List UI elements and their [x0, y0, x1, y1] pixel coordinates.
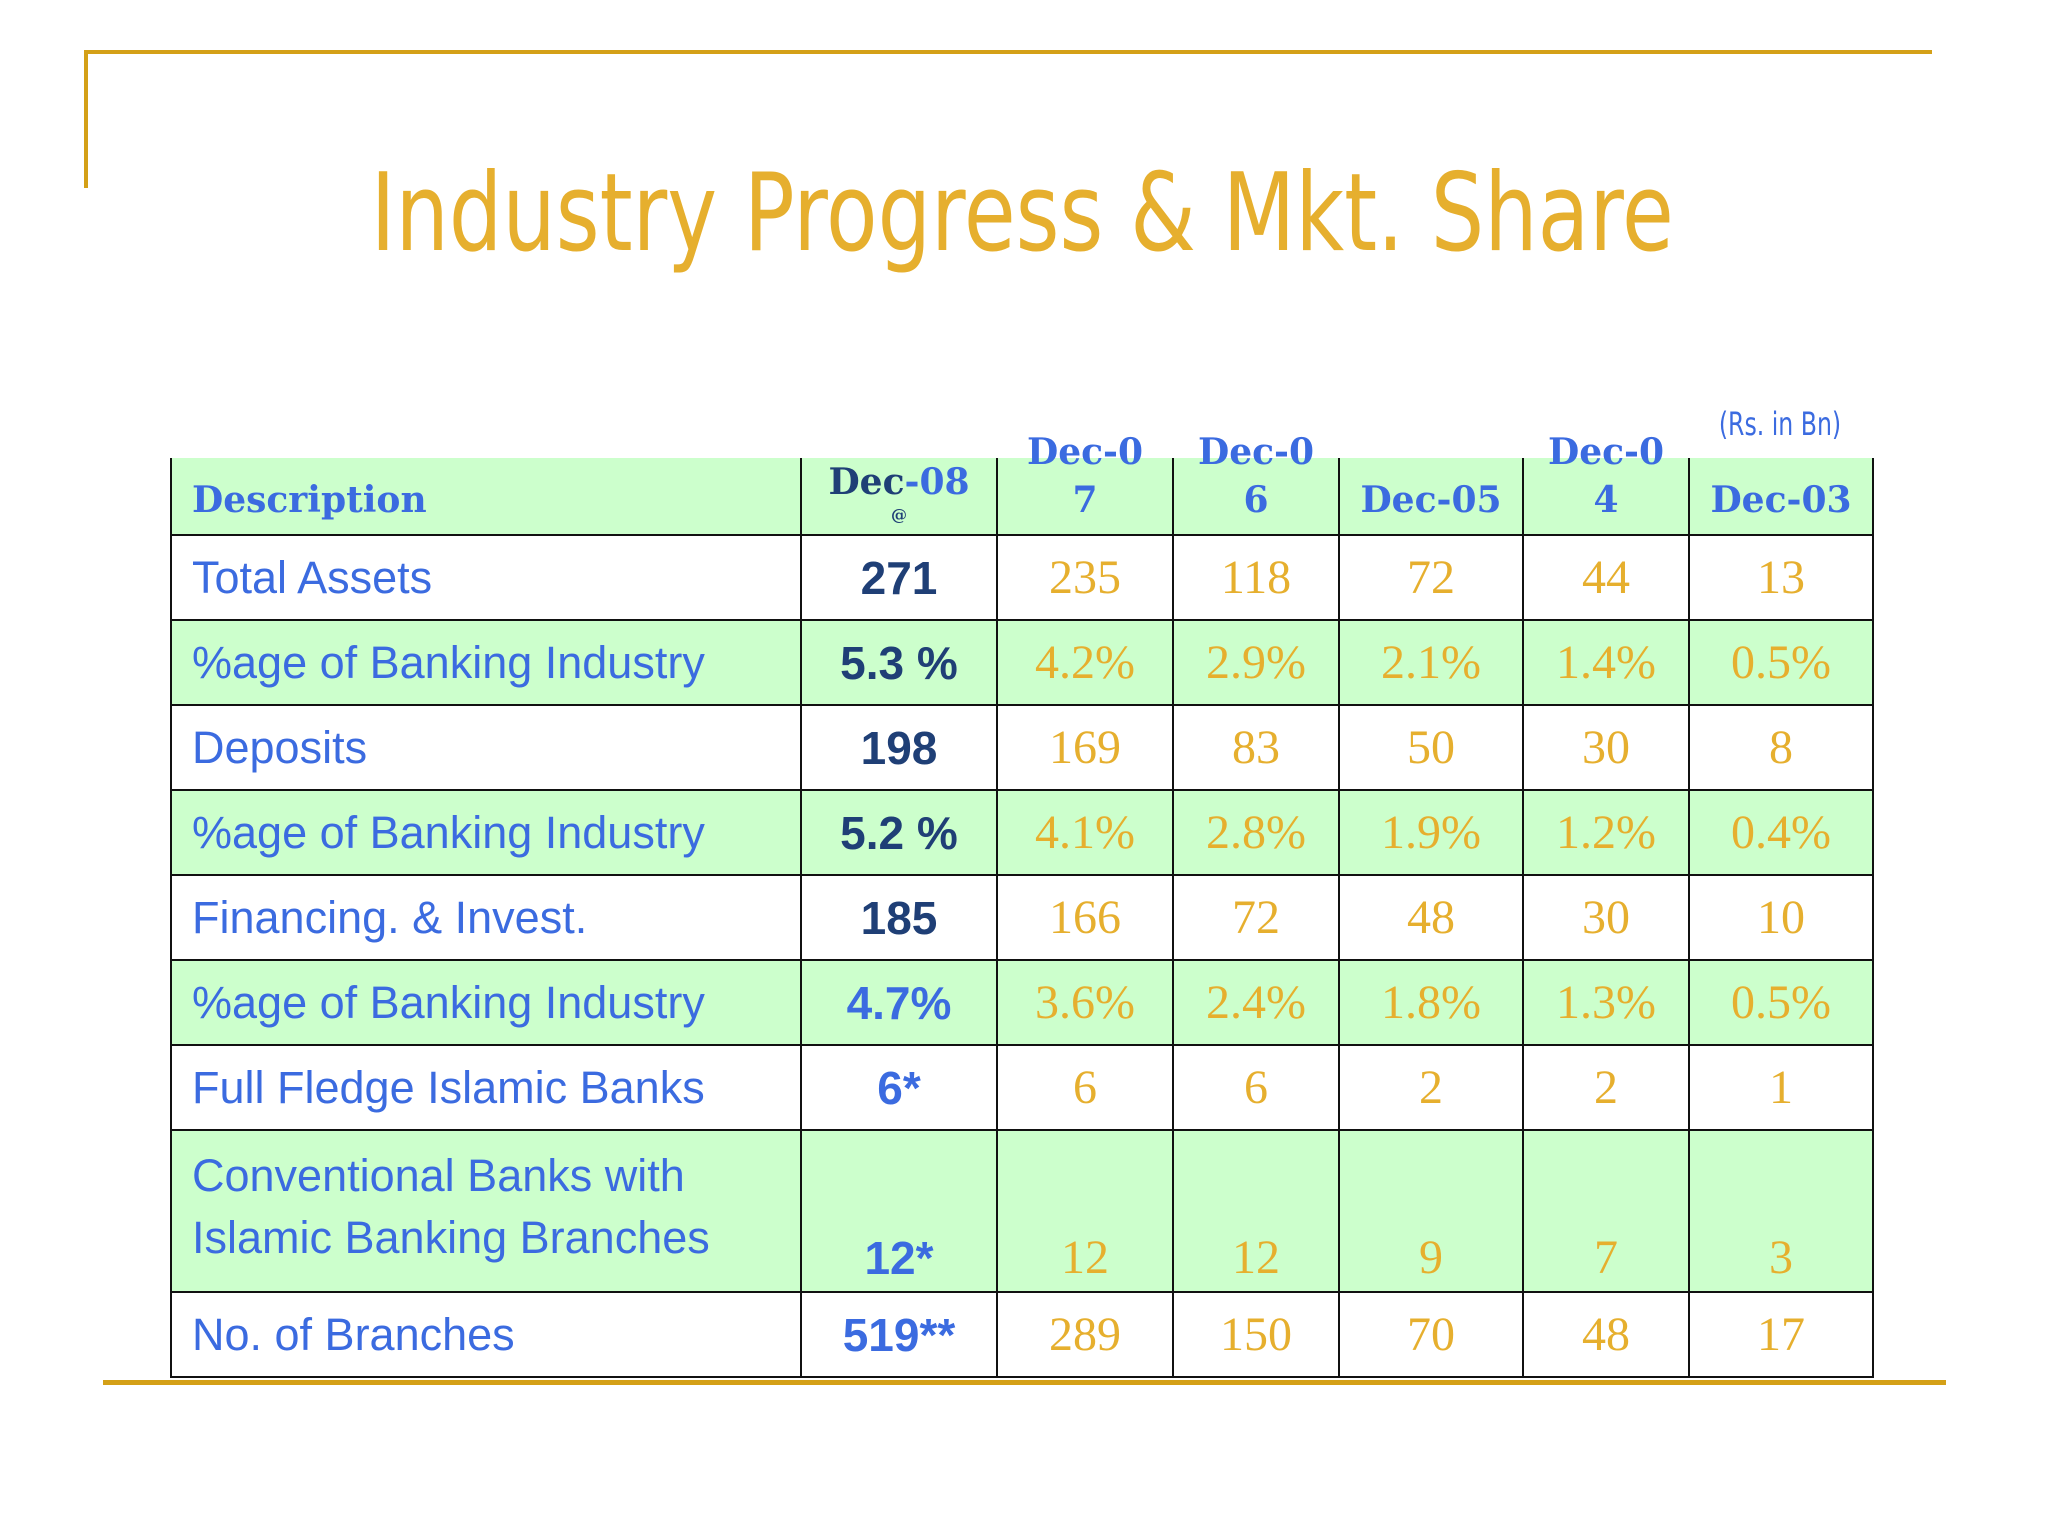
- header-dec-04: Dec-0 4: [1522, 431, 1690, 536]
- row-label: %age of Banking Industry: [170, 959, 802, 1046]
- row-label: Deposits: [170, 704, 802, 791]
- cell-dec-06: 2.9%: [1172, 619, 1340, 706]
- table-row-financing: Financing. & Invest. 185 166 72 48 30 10: [170, 874, 1874, 961]
- cell-dec-04: 30: [1522, 704, 1690, 791]
- cell-dec-06: 2.8%: [1172, 789, 1340, 876]
- cell-dec-04: 1.2%: [1522, 789, 1690, 876]
- cell-dec-06: 83: [1172, 704, 1340, 791]
- header-dec-04-line1: Dec-0: [1547, 431, 1665, 473]
- cell-dec-07: 4.2%: [996, 619, 1174, 706]
- left-rule: [84, 50, 88, 188]
- cell-dec-05: 70: [1338, 1291, 1524, 1378]
- header-dec-07-line2: 7: [1072, 479, 1098, 521]
- cell-dec-03: 17: [1688, 1291, 1874, 1378]
- header-dec-05: Dec-05: [1338, 458, 1524, 536]
- cell-dec-05: 2.1%: [1338, 619, 1524, 706]
- cell-dec-05: 1.8%: [1338, 959, 1524, 1046]
- cell-dec-08: 185: [800, 874, 998, 961]
- cell-dec-07: 169: [996, 704, 1174, 791]
- cell-dec-03: 3: [1688, 1129, 1874, 1293]
- cell-dec-08: 6*: [800, 1044, 998, 1131]
- header-dec-06-line1: Dec-0: [1197, 431, 1315, 473]
- cell-dec-08: 519**: [800, 1291, 998, 1378]
- cell-dec-03: 0.4%: [1688, 789, 1874, 876]
- bottom-rule: [103, 1380, 1946, 1385]
- data-table: Description Dec-08 @ Dec-0 7 Dec-0 6 Dec…: [170, 431, 1874, 1378]
- cell-dec-07: 12: [996, 1129, 1174, 1293]
- row-label: No. of Branches: [170, 1291, 802, 1378]
- cell-dec-04: 44: [1522, 534, 1690, 621]
- unit-note: (Rs. in Bn): [1718, 405, 1842, 443]
- cell-dec-04: 1.3%: [1522, 959, 1690, 1046]
- cell-dec-03: 0.5%: [1688, 959, 1874, 1046]
- table-row-branches: No. of Branches 519** 289 150 70 48 17: [170, 1291, 1874, 1378]
- table-row-financing-share: %age of Banking Industry 4.7% 3.6% 2.4% …: [170, 959, 1874, 1046]
- header-dec-03: Dec-03: [1688, 458, 1874, 536]
- cell-dec-05: 50: [1338, 704, 1524, 791]
- header-dec-07: Dec-0 7: [996, 431, 1174, 536]
- cell-dec-05: 1.9%: [1338, 789, 1524, 876]
- cell-dec-03: 13: [1688, 534, 1874, 621]
- header-dec-06-line2: 6: [1243, 479, 1269, 521]
- row-label: %age of Banking Industry: [170, 619, 802, 706]
- header-dec-08-note: @: [891, 505, 907, 524]
- row-label: %age of Banking Industry: [170, 789, 802, 876]
- header-dec-08-part1: Dec: [828, 461, 905, 503]
- cell-dec-08: 271: [800, 534, 998, 621]
- cell-dec-04: 1.4%: [1522, 619, 1690, 706]
- cell-dec-05: 2: [1338, 1044, 1524, 1131]
- cell-dec-03: 0.5%: [1688, 619, 1874, 706]
- cell-dec-04: 2: [1522, 1044, 1690, 1131]
- cell-dec-03: 10: [1688, 874, 1874, 961]
- row-label: Total Assets: [170, 534, 802, 621]
- cell-dec-06: 72: [1172, 874, 1340, 961]
- cell-dec-05: 9: [1338, 1129, 1524, 1293]
- top-rule: [84, 50, 1932, 54]
- cell-dec-08: 5.2 %: [800, 789, 998, 876]
- cell-dec-06: 2.4%: [1172, 959, 1340, 1046]
- row-label-line2: Islamic Banking Branches: [192, 1212, 710, 1263]
- cell-dec-04: 30: [1522, 874, 1690, 961]
- cell-dec-08: 198: [800, 704, 998, 791]
- cell-dec-07: 166: [996, 874, 1174, 961]
- cell-dec-07: 289: [996, 1291, 1174, 1378]
- cell-dec-07: 4.1%: [996, 789, 1174, 876]
- header-row: Description Dec-08 @ Dec-0 7 Dec-0 6 Dec…: [170, 431, 1874, 536]
- cell-dec-03: 1: [1688, 1044, 1874, 1131]
- table-row-deposits: Deposits 198 169 83 50 30 8: [170, 704, 1874, 791]
- cell-dec-04: 48: [1522, 1291, 1690, 1378]
- row-label: Conventional Banks with Islamic Banking …: [170, 1129, 802, 1293]
- cell-dec-05: 72: [1338, 534, 1524, 621]
- table-row-deposits-share: %age of Banking Industry 5.2 % 4.1% 2.8%…: [170, 789, 1874, 876]
- cell-dec-06: 12: [1172, 1129, 1340, 1293]
- cell-dec-06: 6: [1172, 1044, 1340, 1131]
- header-dec-08-part2: -08: [904, 461, 970, 503]
- table-row-islamic-banks: Full Fledge Islamic Banks 6* 6 6 2 2 1: [170, 1044, 1874, 1131]
- cell-dec-08: 4.7%: [800, 959, 998, 1046]
- cell-dec-06: 150: [1172, 1291, 1340, 1378]
- cell-dec-07: 235: [996, 534, 1174, 621]
- cell-dec-07: 3.6%: [996, 959, 1174, 1046]
- cell-dec-04: 7: [1522, 1129, 1690, 1293]
- cell-dec-03: 8: [1688, 704, 1874, 791]
- header-dec-04-line2: 4: [1593, 479, 1619, 521]
- row-label-line1: Conventional Banks with: [192, 1150, 685, 1201]
- cell-dec-06: 118: [1172, 534, 1340, 621]
- cell-dec-08: 12*: [800, 1129, 998, 1293]
- row-label: Financing. & Invest.: [170, 874, 802, 961]
- cell-dec-08: 5.3 %: [800, 619, 998, 706]
- header-dec-08: Dec-08 @: [800, 458, 998, 536]
- table-row-total-assets: Total Assets 271 235 118 72 44 13: [170, 534, 1874, 621]
- header-description: Description: [170, 458, 802, 536]
- table-row-conventional-banks: Conventional Banks with Islamic Banking …: [170, 1129, 1874, 1293]
- cell-dec-05: 48: [1338, 874, 1524, 961]
- cell-dec-07: 6: [996, 1044, 1174, 1131]
- slide-title: Industry Progress & Mkt. Share: [370, 151, 1674, 276]
- row-label: Full Fledge Islamic Banks: [170, 1044, 802, 1131]
- table-row-assets-share: %age of Banking Industry 5.3 % 4.2% 2.9%…: [170, 619, 1874, 706]
- header-dec-07-line1: Dec-0: [1026, 431, 1144, 473]
- header-dec-06: Dec-0 6: [1172, 431, 1340, 536]
